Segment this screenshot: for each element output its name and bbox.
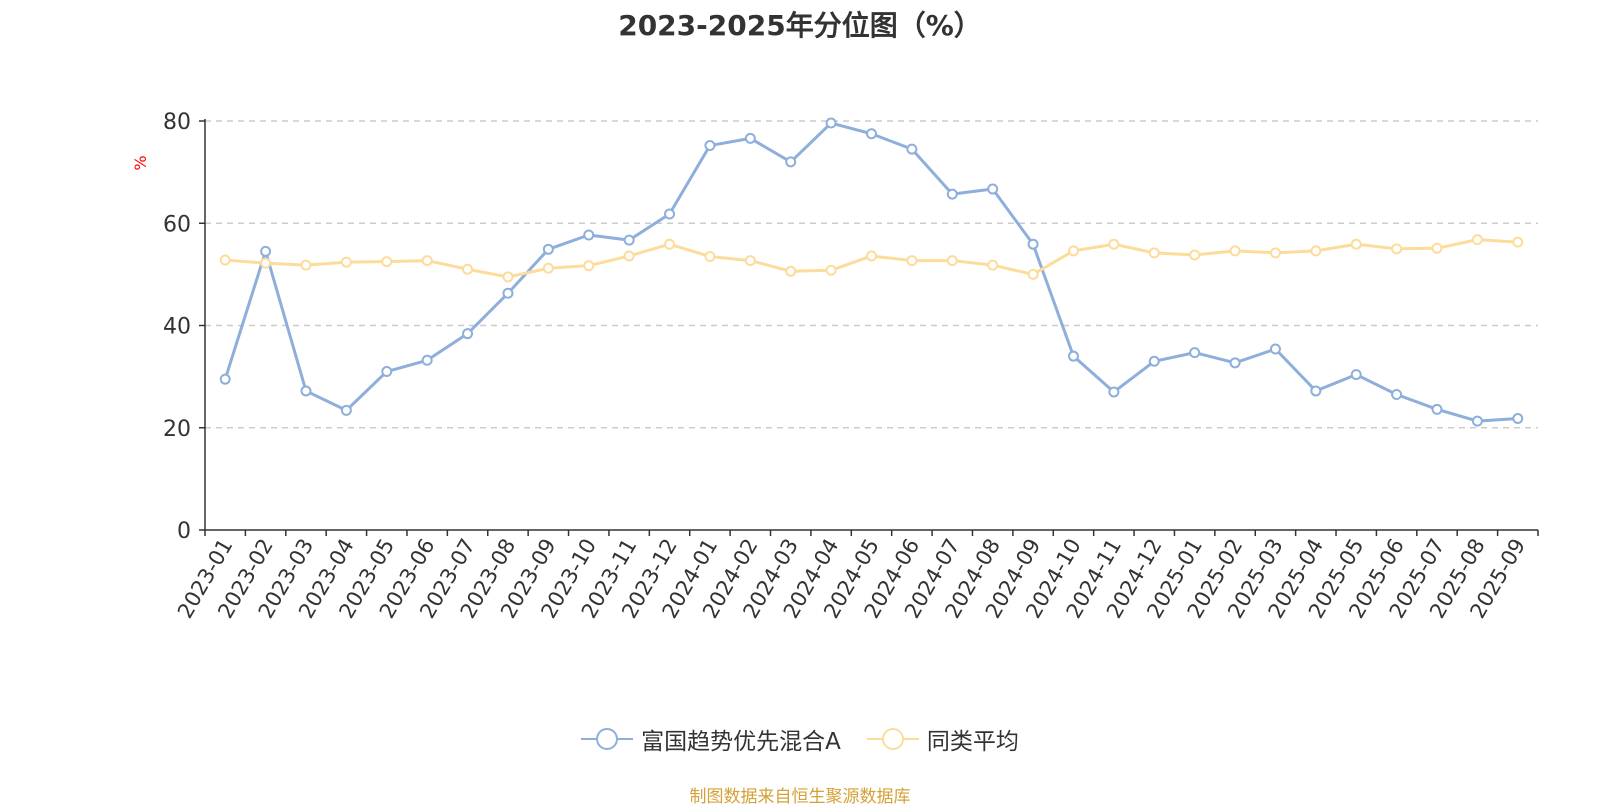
series-layer (219, 117, 1524, 427)
data-point-1-2025-03 (1269, 247, 1281, 259)
data-point-1-2024-11 (1108, 238, 1120, 250)
data-point-0-2023-08 (502, 287, 514, 299)
x-axis-ticks: 2023-012023-022023-032023-042023-052023-… (173, 530, 1539, 622)
data-point-0-2023-10 (583, 229, 595, 241)
data-point-1-2023-06 (421, 255, 433, 267)
y-tick-label-60: 60 (163, 212, 191, 237)
y-axis-unit-label: % (131, 155, 150, 170)
data-point-1-2025-09 (1512, 236, 1524, 248)
data-point-1-2024-06 (906, 255, 918, 267)
data-point-0-2025-04 (1310, 385, 1322, 397)
data-point-0-2024-06 (906, 143, 918, 155)
series-1 (219, 234, 1524, 283)
data-point-1-2023-07 (462, 263, 474, 275)
source-note: 制图数据来自恒生聚源数据库 (689, 787, 911, 807)
y-tick-label-80: 80 (163, 110, 191, 135)
data-point-1-2024-03 (785, 265, 797, 277)
data-point-1-2023-12 (664, 238, 676, 250)
data-point-1-2024-05 (866, 250, 877, 262)
data-point-1-2023-05 (381, 256, 393, 268)
chart-title: 2023-2025年分位图（%） (618, 9, 982, 42)
data-point-0-2024-01 (704, 140, 716, 152)
data-point-1-2025-07 (1431, 242, 1443, 254)
data-point-0-2023-05 (381, 366, 393, 378)
data-point-1-2023-02 (260, 257, 272, 269)
data-point-0-2024-10 (1067, 350, 1079, 362)
data-point-0-2024-07 (946, 188, 958, 200)
data-point-1-2025-01 (1189, 249, 1201, 261)
data-point-1-2023-08 (502, 271, 514, 283)
legend-label-peer-average: 同类平均 (926, 729, 1019, 755)
data-point-0-2024-04 (825, 117, 837, 129)
y-tick-label-0: 0 (177, 519, 191, 544)
data-point-0-2025-07 (1431, 403, 1443, 415)
legend-item-fund[interactable]: 富国趋势优先混合A (581, 722, 841, 756)
data-point-0-2025-02 (1229, 357, 1241, 369)
data-point-1-2024-12 (1148, 247, 1160, 259)
legend-label-fund: 富国趋势优先混合A (641, 729, 841, 755)
data-point-0-2024-09 (1027, 238, 1039, 250)
data-point-1-2023-10 (583, 260, 595, 272)
data-point-1-2024-09 (1027, 268, 1039, 280)
data-point-0-2024-12 (1148, 355, 1160, 367)
data-point-1-2024-02 (744, 255, 756, 267)
data-point-1-2024-01 (704, 250, 716, 262)
data-point-1-2023-04 (340, 256, 352, 268)
data-point-0-2023-02 (260, 245, 272, 257)
data-point-1-2025-08 (1471, 234, 1483, 246)
data-point-0-2023-04 (340, 404, 352, 416)
data-point-0-2023-11 (623, 234, 635, 246)
data-point-0-2023-01 (219, 373, 231, 385)
legend-marker-fund (581, 728, 634, 750)
data-point-0-2025-05 (1350, 369, 1362, 381)
data-point-0-2023-06 (421, 354, 433, 366)
data-point-1-2024-10 (1067, 245, 1079, 257)
data-point-0-2024-03 (785, 156, 797, 168)
data-point-0-2025-08 (1471, 415, 1483, 427)
data-point-1-2024-08 (987, 259, 999, 271)
data-point-1-2023-09 (542, 262, 554, 274)
data-point-1-2023-11 (623, 250, 635, 262)
data-point-0-2025-09 (1512, 413, 1524, 425)
legend: 富国趋势优先混合A 同类平均 (0, 722, 1600, 756)
data-point-1-2023-03 (300, 259, 312, 271)
data-point-0-2025-01 (1189, 347, 1201, 359)
y-tick-label-20: 20 (163, 417, 191, 442)
data-point-0-2025-06 (1391, 389, 1403, 401)
axes (204, 119, 1538, 531)
data-point-1-2024-07 (946, 255, 958, 267)
legend-item-peer-average[interactable]: 同类平均 (866, 722, 1019, 756)
y-tick-label-40: 40 (163, 315, 191, 340)
data-point-1-2024-04 (825, 264, 837, 276)
grid-lines (205, 120, 1538, 429)
data-point-0-2025-03 (1269, 343, 1281, 355)
data-point-0-2024-02 (744, 132, 756, 144)
data-point-0-2023-07 (462, 328, 474, 340)
data-point-1-2025-04 (1310, 245, 1322, 257)
data-point-1-2025-06 (1391, 243, 1403, 255)
data-point-0-2023-12 (664, 208, 676, 220)
data-point-0-2024-11 (1108, 386, 1120, 398)
data-point-0-2024-05 (866, 128, 877, 140)
data-point-0-2024-08 (987, 183, 999, 195)
legend-marker-peer-average (866, 728, 919, 750)
data-point-0-2023-03 (300, 385, 312, 397)
data-point-1-2023-01 (219, 254, 231, 266)
data-point-1-2025-02 (1229, 245, 1241, 257)
data-point-1-2025-05 (1350, 238, 1362, 250)
series-0 (219, 117, 1524, 427)
data-point-0-2023-09 (542, 243, 554, 255)
series-line-0 (223, 121, 1518, 423)
y-axis-ticks: 0 20 40 60 80 (163, 110, 205, 544)
